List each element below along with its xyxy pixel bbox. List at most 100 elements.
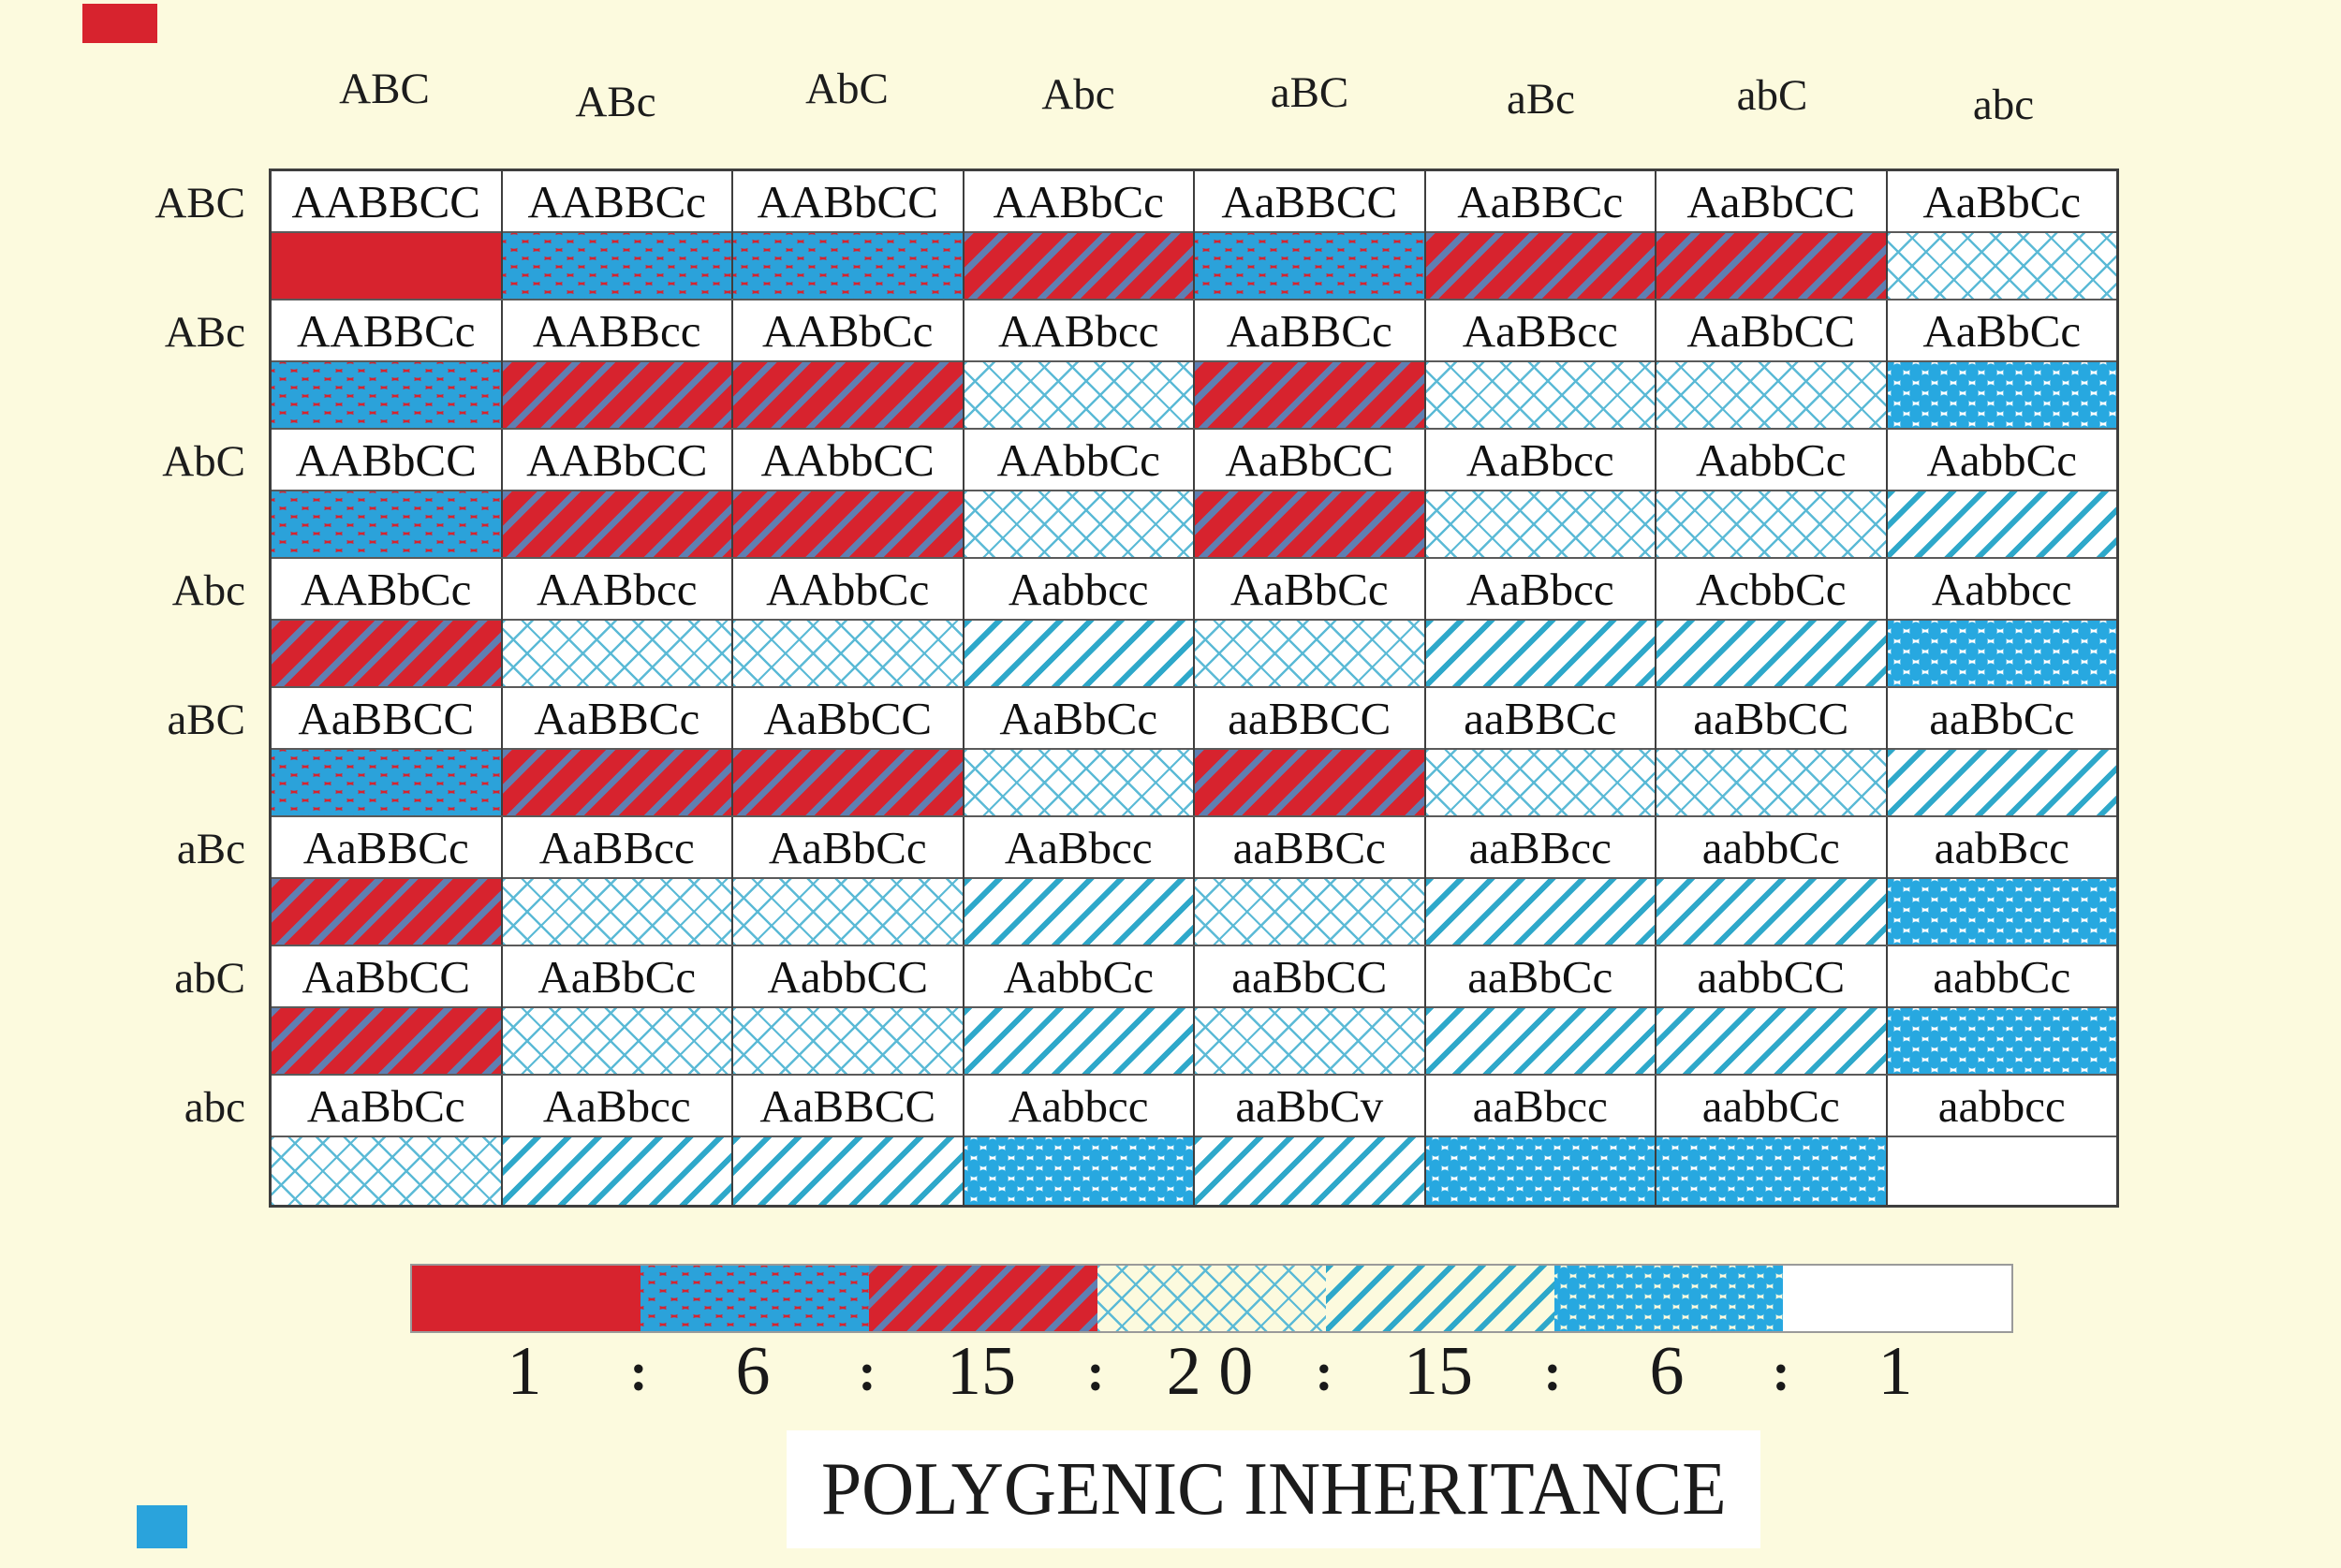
grid-cell: aaBBCc [1423,688,1655,815]
phenotype-pattern [1425,360,1655,428]
phenotype-pattern [272,748,501,815]
table-row: AaBBCC AaBBCc AaBbCC AaBbCc aaBBCC aaBBC… [272,688,2116,817]
grid-cell: aabbCc [1655,817,1886,945]
grid-cell: aabbCC [1655,946,1886,1074]
phenotype-pattern [1195,748,1424,815]
genotype-text: AaBBcc [502,817,731,877]
row-header: ABc [164,308,245,357]
grid-cell: aaBbCC [1193,946,1424,1074]
grid-cell: AaBbCc [272,1076,501,1205]
genotype-text: Aabbcc [964,559,1193,619]
phenotype-pattern [1425,877,1655,945]
genotype-text: aabBcc [1887,817,2116,877]
grid-cell: aabBcc [1885,817,2116,945]
phenotype-pattern [1656,1006,1886,1074]
grid-cell: AAbbCc [731,559,963,686]
ratio-number: 1 [507,1332,542,1410]
table-row: AABBCC AABBCc AABbCC AABbCc AaBBCC AaBBC… [272,171,2116,300]
phenotype-pattern [1425,231,1655,299]
grid-cell: AABBCc [500,171,731,299]
grid-cell: aaBBCC [1193,688,1424,815]
grid-cell: AABbCc [962,171,1193,299]
phenotype-pattern [1887,1006,2116,1074]
genotype-text: aaBBCc [1425,688,1655,748]
grid-cell: AaBBCc [1423,171,1655,299]
punnett-grid: AABBCC AABBCc AABbCC AABbCc AaBBCC AaBBC… [269,169,2119,1208]
ratio-cell: 1: [410,1329,648,1414]
genotype-text: AaBBCC [1195,171,1424,231]
col-header: ABc [575,78,656,126]
genotype-text: AABBCc [502,171,731,231]
genotype-text: AABbcc [964,300,1193,360]
genotype-text: AaBBCC [272,688,501,748]
genotype-text: AAbbCc [733,559,963,619]
ratio-cell: 15: [867,1329,1105,1414]
genotype-text: AAbbCC [733,430,963,490]
grid-cell: AabbCC [731,946,963,1074]
legend-swatch [1097,1266,1326,1331]
grid-cell: AaBbcc [1423,430,1655,557]
genotype-text: AABBCC [272,171,501,231]
grid-cell: AABbCC [500,430,731,557]
genotype-text: AaBbcc [1425,559,1655,619]
grid-cell: AaBbCc [962,688,1193,815]
table-row: AaBbCc AaBbcc AaBBCC Aabbcc aaBbCv aaBbc… [272,1076,2116,1205]
ratio-line: 1: 6: 15: 2 0: 15: 6: 1 [410,1329,2010,1414]
grid-cell: AABBcc [500,300,731,428]
phenotype-pattern [964,619,1193,686]
row-headers: ABC ABc AbC Abc aBC aBc abC abc [0,169,245,1202]
phenotype-pattern [1887,877,2116,945]
grid-cell: AABbCC [731,171,963,299]
grid-cell: AABBCC [272,171,501,299]
legend-swatch [1326,1266,1554,1331]
genotype-text: aaBBcc [1425,817,1655,877]
ratio-colon: : [1086,1341,1105,1402]
grid-cell: aabbcc [1885,1076,2116,1205]
genotype-text: aaBBCc [1195,817,1424,877]
grid-cell: AaBBCc [500,688,731,815]
genotype-text: AaBBCc [502,688,731,748]
phenotype-pattern [1425,1136,1655,1205]
grid-cell: AaBbCc [1193,559,1424,686]
genotype-text: AaBbCC [1195,430,1424,490]
phenotype-pattern [1887,1136,2116,1205]
table-row: AABBCc AABBcc AABbCc AABbcc AaBBCc AaBBc… [272,300,2116,430]
genotype-text: AaBbCC [1656,171,1886,231]
grid-cell: AABBCc [272,300,501,428]
genotype-text: aaBbCc [1425,946,1655,1006]
phenotype-pattern [964,1006,1193,1074]
phenotype-pattern [1195,619,1424,686]
phenotype-pattern [964,1136,1193,1205]
genotype-text: AAbbCc [964,430,1193,490]
genotype-text: Aabbcc [1887,559,2116,619]
grid-cell: AaBbCc [1885,171,2116,299]
grid-cell: Aabbcc [962,1076,1193,1205]
genotype-text: AabbCC [733,946,963,1006]
genotype-text: AaBbCC [272,946,501,1006]
phenotype-pattern [1887,619,2116,686]
phenotype-pattern [733,231,963,299]
grid-cell: AaBBCc [272,817,501,945]
genotype-text: AcbbCc [1656,559,1886,619]
phenotype-pattern [964,231,1193,299]
grid-cell: AaBbCC [1193,430,1424,557]
genotype-text: AaBBCc [1195,300,1424,360]
genotype-text: aaBbCC [1656,688,1886,748]
grid-cell: AaBbCC [731,688,963,815]
phenotype-pattern [1195,490,1424,557]
grid-cell: AAbbCc [962,430,1193,557]
col-header: aBC [1270,68,1349,117]
legend-swatch [1783,1266,2011,1331]
phenotype-pattern [1656,1136,1886,1205]
phenotype-pattern [1195,231,1424,299]
grid-cell: AcbbCc [1655,559,1886,686]
genotype-text: aabbCC [1656,946,1886,1006]
phenotype-pattern [1887,748,2116,815]
phenotype-pattern [1656,619,1886,686]
legend-swatch [640,1266,869,1331]
phenotype-pattern [272,1006,501,1074]
ratio-cell: 6: [1553,1329,1790,1414]
genotype-text: AaBBCc [1425,171,1655,231]
phenotype-pattern [733,619,963,686]
grid-cell: aabbCc [1655,1076,1886,1205]
